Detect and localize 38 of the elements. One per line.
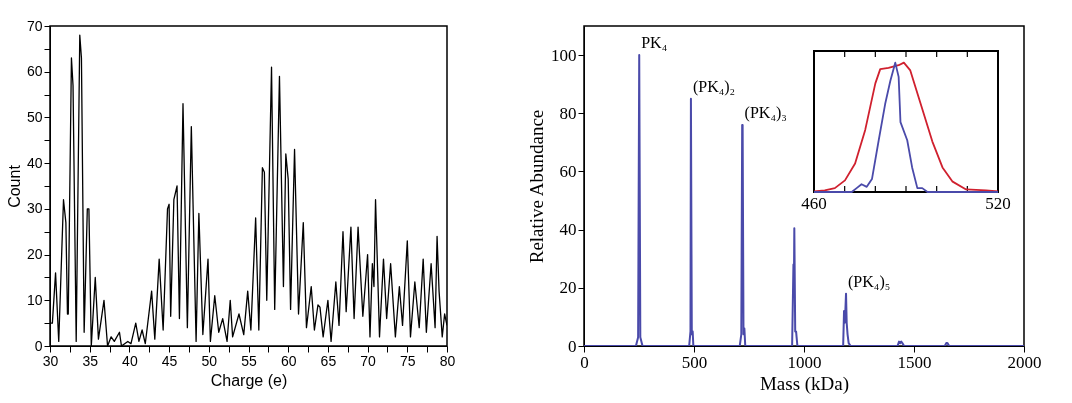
annotation: (PK₄)₂ [692,77,736,96]
y-tick-label: 0 [34,337,43,354]
x-tick-label: 35 [82,352,99,369]
x-tick-label: 500 [681,352,708,372]
x-tick-label: 75 [400,352,416,369]
y-axis-title: Relative Abundance [526,109,547,264]
y-tick-label: 40 [26,154,43,171]
y-tick-label: 80 [559,103,577,123]
x-tick-label: 45 [161,352,178,369]
x-tick-label: 55 [241,352,257,369]
y-tick-label: 60 [559,161,577,181]
x-tick-label: 70 [360,352,377,369]
x-tick-label: 1500 [897,352,932,372]
y-tick-label: 10 [26,291,43,308]
y-tick-label: 20 [559,278,577,298]
x-tick-label: 60 [280,352,297,369]
x-tick-label: 30 [42,352,59,369]
x-tick-label: 80 [439,352,456,369]
x-axis-title: Mass (kDa) [759,372,850,395]
annotation: (PK₄)₅ [848,272,891,291]
annotation: PK₄ [641,34,668,52]
y-tick-label: 40 [559,220,577,240]
x-tick-label: 460 [801,194,827,213]
y-tick-label: 70 [26,17,43,34]
y-tick-label: 20 [26,246,43,263]
annotation: (PK₄)₃ [744,103,787,122]
x-tick-label: 2000 [1007,352,1042,372]
x-tick-label: 1000 [787,352,822,372]
y-tick-label: 60 [26,63,43,80]
y-axis-title: Count [5,164,23,208]
x-tick-label: 50 [201,352,218,369]
y-tick-label: 0 [568,336,577,356]
x-tick-label: 520 [985,194,1011,213]
x-tick-label: 65 [320,352,337,369]
x-tick-label: 40 [122,352,138,369]
y-tick-label: 50 [26,108,43,125]
y-tick-label: 100 [551,45,577,65]
x-axis-title: Charge (e) [210,371,288,389]
